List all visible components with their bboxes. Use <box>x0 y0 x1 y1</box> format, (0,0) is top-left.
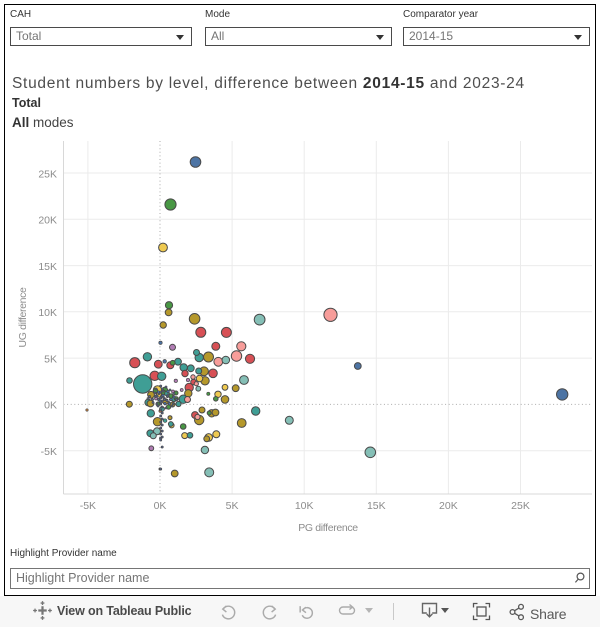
svg-text:10K: 10K <box>38 307 57 319</box>
svg-text:20K: 20K <box>38 215 57 227</box>
svg-text:15K: 15K <box>38 261 57 273</box>
svg-text:20K: 20K <box>439 500 458 512</box>
svg-text:5K: 5K <box>44 353 57 365</box>
svg-text:-5K: -5K <box>80 500 96 512</box>
svg-text:25K: 25K <box>38 168 57 180</box>
svg-text:-5K: -5K <box>41 446 57 458</box>
svg-text:5K: 5K <box>226 500 239 512</box>
svg-text:PG difference: PG difference <box>298 522 358 534</box>
svg-text:UG difference: UG difference <box>17 287 29 348</box>
svg-text:15K: 15K <box>367 500 386 512</box>
svg-text:0K: 0K <box>154 500 167 512</box>
svg-text:25K: 25K <box>511 500 530 512</box>
svg-text:0K: 0K <box>44 400 57 412</box>
svg-text:10K: 10K <box>295 500 314 512</box>
